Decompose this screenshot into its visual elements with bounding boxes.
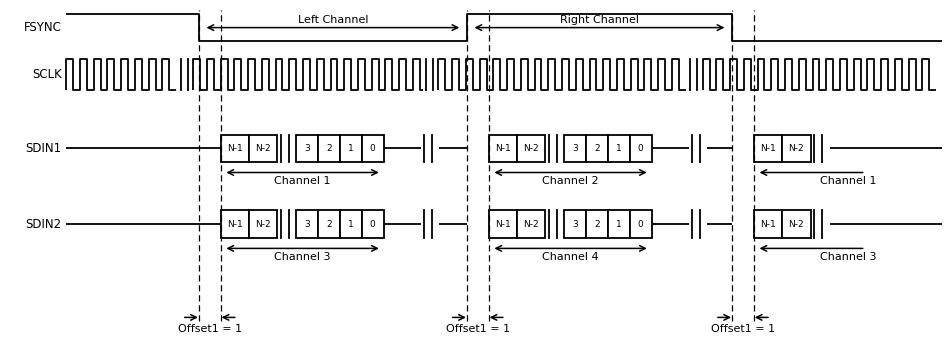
FancyBboxPatch shape	[296, 210, 318, 238]
FancyBboxPatch shape	[754, 210, 782, 238]
FancyBboxPatch shape	[318, 210, 340, 238]
FancyBboxPatch shape	[564, 135, 586, 162]
Text: N-1: N-1	[227, 220, 242, 229]
FancyBboxPatch shape	[782, 210, 811, 238]
Text: N-2: N-2	[789, 220, 804, 229]
Text: N-1: N-1	[227, 144, 242, 153]
FancyBboxPatch shape	[630, 210, 652, 238]
FancyBboxPatch shape	[608, 210, 630, 238]
FancyBboxPatch shape	[249, 135, 277, 162]
FancyBboxPatch shape	[362, 210, 384, 238]
Text: 3: 3	[572, 144, 579, 153]
Text: SDIN2: SDIN2	[26, 218, 62, 231]
Text: N-2: N-2	[524, 144, 539, 153]
Text: 3: 3	[304, 144, 311, 153]
Text: 1: 1	[616, 220, 622, 229]
Text: 3: 3	[304, 220, 311, 229]
Text: FSYNC: FSYNC	[24, 21, 62, 34]
Text: N-1: N-1	[760, 144, 776, 153]
FancyBboxPatch shape	[340, 135, 362, 162]
Text: Offset1 = 1: Offset1 = 1	[446, 324, 509, 334]
FancyBboxPatch shape	[517, 135, 545, 162]
FancyBboxPatch shape	[608, 135, 630, 162]
FancyBboxPatch shape	[782, 135, 811, 162]
Text: 2: 2	[595, 220, 599, 229]
Text: 1: 1	[348, 144, 354, 153]
Text: Channel 1: Channel 1	[274, 176, 331, 186]
FancyBboxPatch shape	[318, 135, 340, 162]
Text: 3: 3	[572, 220, 579, 229]
Text: SDIN1: SDIN1	[26, 142, 62, 155]
Text: Channel 4: Channel 4	[542, 252, 599, 262]
Text: 2: 2	[327, 144, 331, 153]
Text: 0: 0	[637, 144, 644, 153]
FancyBboxPatch shape	[754, 135, 782, 162]
Text: 0: 0	[637, 220, 644, 229]
Text: N-1: N-1	[760, 220, 776, 229]
FancyBboxPatch shape	[489, 210, 517, 238]
Text: N-1: N-1	[495, 144, 510, 153]
Text: N-2: N-2	[256, 144, 271, 153]
Text: SCLK: SCLK	[32, 68, 62, 81]
FancyBboxPatch shape	[221, 210, 249, 238]
FancyBboxPatch shape	[296, 135, 318, 162]
FancyBboxPatch shape	[221, 135, 249, 162]
Text: Right Channel: Right Channel	[560, 15, 639, 25]
Text: Channel 3: Channel 3	[820, 252, 877, 262]
FancyBboxPatch shape	[630, 135, 652, 162]
Text: 2: 2	[595, 144, 599, 153]
Text: N-1: N-1	[495, 220, 510, 229]
FancyBboxPatch shape	[489, 135, 517, 162]
Text: 0: 0	[369, 144, 376, 153]
Text: Offset1 = 1: Offset1 = 1	[178, 324, 241, 334]
Text: 0: 0	[369, 220, 376, 229]
FancyBboxPatch shape	[249, 210, 277, 238]
Text: Left Channel: Left Channel	[297, 15, 368, 25]
FancyBboxPatch shape	[586, 135, 608, 162]
Text: 1: 1	[348, 220, 354, 229]
FancyBboxPatch shape	[564, 210, 586, 238]
Text: Channel 1: Channel 1	[820, 176, 877, 186]
Text: 1: 1	[616, 144, 622, 153]
Text: N-2: N-2	[256, 220, 271, 229]
Text: 2: 2	[327, 220, 331, 229]
FancyBboxPatch shape	[362, 135, 384, 162]
Text: Channel 3: Channel 3	[274, 252, 331, 262]
Text: N-2: N-2	[524, 220, 539, 229]
FancyBboxPatch shape	[340, 210, 362, 238]
FancyBboxPatch shape	[586, 210, 608, 238]
FancyBboxPatch shape	[517, 210, 545, 238]
Text: Channel 2: Channel 2	[542, 176, 599, 186]
Text: N-2: N-2	[789, 144, 804, 153]
Text: Offset1 = 1: Offset1 = 1	[711, 324, 775, 334]
